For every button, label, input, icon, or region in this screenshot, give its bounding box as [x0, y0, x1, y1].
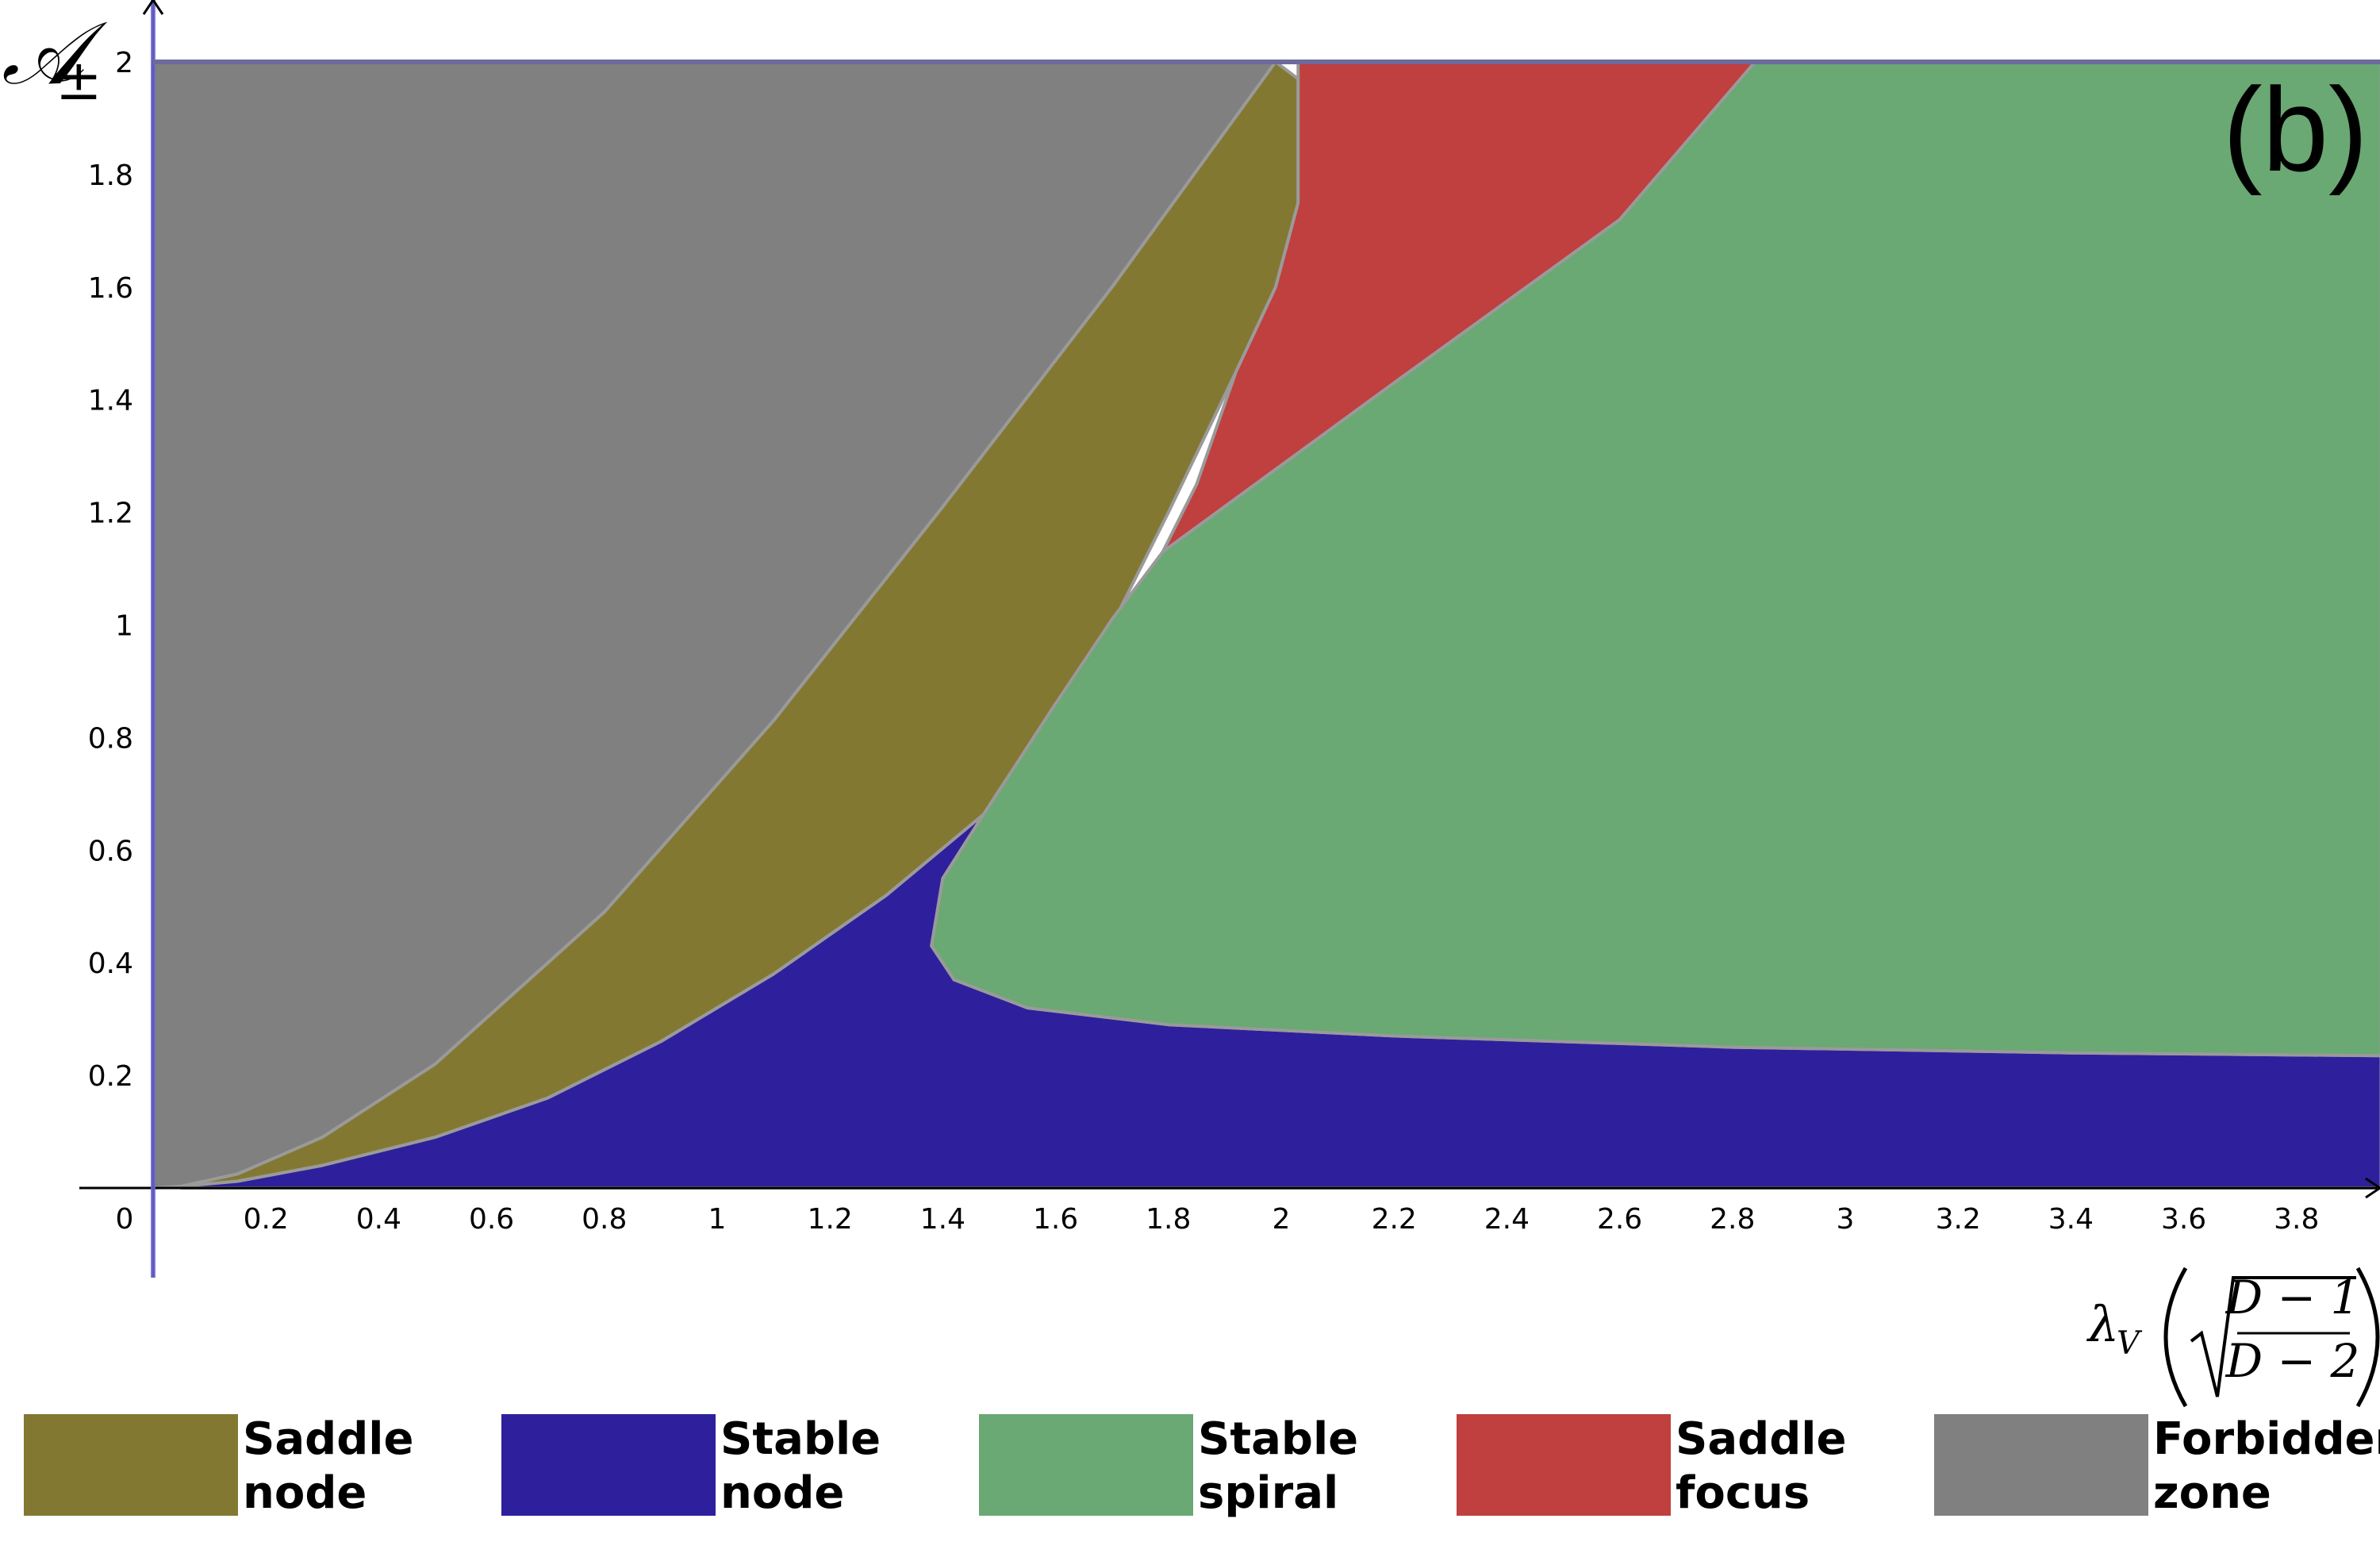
legend-item: Forbiddenzone [1934, 1413, 2380, 1519]
left-paren [2163, 1267, 2188, 1408]
x-tick-label: 1.2 [808, 1203, 853, 1236]
sqrt-sign [2190, 1276, 2356, 1397]
x-tick-label: 2.2 [1372, 1203, 1417, 1236]
x-tick-labels: 0 0.2 0.4 0.6 0.8 1 1.2 1.4 1.6 1.8 2 2.2 2.4 2.6 2.8 3… [116, 1203, 2320, 1236]
x-tick-label: 3.8 [2274, 1203, 2319, 1236]
axes [79, 0, 2380, 1278]
legend: SaddlenodeStablenodeStablespiralSaddlefo… [24, 1413, 2380, 1519]
x-axis-label-numerator: D − 1 [2225, 1271, 2360, 1324]
x-axis-label-lambda: λ [2086, 1295, 2119, 1353]
region-saddle-focus [1161, 60, 1757, 554]
x-tick-label: 1.8 [1146, 1203, 1191, 1236]
stability-regions [152, 60, 2380, 1190]
right-paren [2355, 1267, 2380, 1408]
y-tick-label: 1.4 [88, 385, 133, 417]
x-tick-label: 2.8 [1710, 1203, 1755, 1236]
legend-label-line1: Forbidden [2153, 1413, 2380, 1465]
y-tick-label: 0.8 [88, 722, 133, 755]
y-tick-label: 1.6 [88, 272, 133, 305]
y-tick-labels: 0.2 0.4 0.6 0.8 1 1.2 1.4 1.6 1.8 2 [88, 47, 133, 1093]
x-tick-label: 3.6 [2161, 1203, 2206, 1236]
x-axis-arrow [2365, 1177, 2380, 1199]
legend-label-line2: focus [1676, 1467, 1810, 1519]
legend-label-line1: Stable [1198, 1413, 1358, 1465]
y-tick-label: 0.4 [88, 948, 133, 980]
x-tick-label: 0.2 [244, 1203, 289, 1236]
x-axis-label-subscript: V [2117, 1325, 2143, 1362]
x-axis-label: λ V D − 1 D − 2 [2086, 1267, 2380, 1408]
y-tick-label: 1 [115, 610, 133, 643]
x-tick-label: 0.6 [469, 1203, 514, 1236]
legend-label-line2: node [243, 1467, 367, 1519]
x-tick-label: 1 [708, 1203, 727, 1236]
legend-label-line2: spiral [1198, 1467, 1338, 1519]
y-tick-label: 2 [115, 47, 133, 79]
y-tick-label: 0.6 [88, 835, 133, 867]
x-tick-label: 1.6 [1033, 1203, 1078, 1236]
x-tick-label: 0.8 [582, 1203, 627, 1236]
x-tick-label: 2.4 [1484, 1203, 1530, 1236]
legend-label-line1: Saddle [243, 1413, 413, 1465]
y-tick-label: 1.2 [88, 498, 133, 530]
x-tick-label: 3.4 [2048, 1203, 2094, 1236]
x-tick-label: 3 [1837, 1203, 1855, 1236]
panel-label: (b) [2223, 63, 2368, 196]
y-axis-label-subscript: ± [56, 48, 102, 113]
x-tick-label: 1.4 [920, 1203, 965, 1236]
legend-label-line2: zone [2153, 1467, 2271, 1519]
x-tick-label: 2 [1273, 1203, 1291, 1236]
legend-swatch [1934, 1414, 2148, 1516]
x-axis-label-denominator: D − 2 [2225, 1334, 2360, 1388]
y-axis-arrow [142, 0, 164, 15]
legend-swatch [24, 1414, 238, 1516]
x-tick-label: 0.4 [356, 1203, 401, 1236]
legend-label-line2: node [720, 1467, 844, 1519]
legend-swatch [1457, 1414, 1671, 1516]
legend-swatch [979, 1414, 1193, 1516]
y-axis-label: 𝒜 ± [2, 2, 108, 113]
x-tick-label: 3.2 [1936, 1203, 1981, 1236]
y-tick-label: 1.8 [88, 160, 133, 192]
legend-label-line1: Saddle [1676, 1413, 1846, 1465]
legend-label-line1: Stable [720, 1413, 881, 1465]
y-tick-label: 0.2 [88, 1060, 133, 1093]
x-tick-label: 0 [116, 1203, 134, 1236]
x-tick-label: 2.6 [1597, 1203, 1642, 1236]
legend-swatch [501, 1414, 716, 1516]
